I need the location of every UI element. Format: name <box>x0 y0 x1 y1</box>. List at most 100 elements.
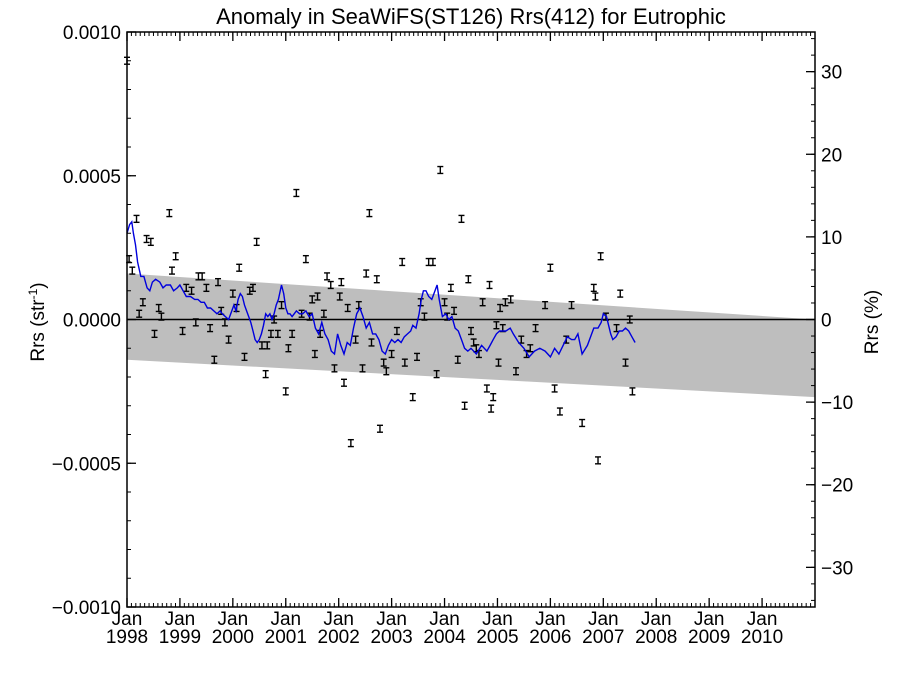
data-point <box>253 237 260 247</box>
data-point <box>414 352 421 362</box>
data-point <box>215 277 222 287</box>
x-tick-label-month: Jan <box>747 609 778 630</box>
x-tick-label-month: Jan <box>112 609 143 630</box>
data-point <box>267 329 274 339</box>
data-point <box>547 263 554 272</box>
data-point <box>401 358 408 367</box>
x-tick-label-month: Jan <box>165 609 196 630</box>
data-point <box>285 344 292 353</box>
data-point <box>188 286 195 295</box>
x-tick-label-month: Jan <box>482 609 513 630</box>
x-tick-label-year: 2009 <box>688 627 730 648</box>
data-point <box>383 367 390 376</box>
data-point <box>155 303 162 313</box>
data-point <box>302 254 309 264</box>
data-point <box>151 329 158 339</box>
data-point <box>352 335 359 344</box>
data-point <box>282 387 289 396</box>
data-point <box>199 272 206 281</box>
data-point <box>461 401 468 410</box>
x-tick-label-year: 2004 <box>423 627 466 648</box>
data-point <box>236 263 243 272</box>
x-tick-label-year: 2005 <box>476 627 518 648</box>
x-tick-label-month: Jan <box>429 609 460 630</box>
data-point <box>597 252 604 261</box>
data-point <box>309 295 316 304</box>
x-tick-label-year: 2000 <box>212 627 254 648</box>
data-point <box>129 266 136 275</box>
y-tick-label: 0.0005 <box>63 167 121 188</box>
data-point <box>225 335 232 344</box>
data-point <box>143 234 150 244</box>
data-point <box>139 298 146 307</box>
data-point <box>241 352 248 362</box>
data-point <box>147 237 154 247</box>
data-point <box>441 298 448 307</box>
data-point <box>172 252 179 261</box>
data-point <box>447 283 454 293</box>
data-point <box>314 292 321 301</box>
data-point <box>458 214 465 224</box>
data-point <box>192 318 199 327</box>
x-tick-label-year: 1998 <box>106 627 148 648</box>
data-point <box>551 384 558 393</box>
data-point <box>320 309 327 318</box>
data-point <box>264 341 271 350</box>
y-tick-label: 0.0000 <box>63 311 121 332</box>
y2-tick-label: −20 <box>821 476 853 497</box>
data-point <box>179 326 186 336</box>
data-point <box>262 369 269 379</box>
data-point <box>229 289 236 298</box>
data-point <box>246 286 253 295</box>
x-tick-label-year: 2006 <box>529 627 571 648</box>
data-point <box>556 407 563 416</box>
data-point <box>468 326 474 336</box>
data-point <box>399 257 406 267</box>
data-point <box>166 208 173 218</box>
data-point <box>493 321 500 330</box>
data-point <box>590 283 597 293</box>
y2-tick-label: 30 <box>821 63 842 84</box>
y2-tick-label: 20 <box>821 145 842 166</box>
data-point <box>532 323 539 333</box>
data-point <box>136 309 143 318</box>
data-point <box>433 369 440 379</box>
data-point <box>207 323 214 333</box>
x-tick-label-month: Jan <box>270 609 301 630</box>
data-point <box>502 298 509 307</box>
y2-tick-label: 0 <box>821 311 832 332</box>
x-tick-label-year: 2002 <box>318 627 360 648</box>
data-point <box>327 280 334 290</box>
data-point <box>347 438 354 448</box>
data-point <box>579 418 586 428</box>
data-point <box>626 315 633 324</box>
data-point <box>289 329 296 339</box>
x-tick-label-month: Jan <box>376 609 407 630</box>
data-point <box>451 306 458 316</box>
data-point <box>542 300 549 310</box>
y-axis-label-left-main: Rrs (str <box>28 299 49 362</box>
data-point <box>425 257 432 267</box>
running-mean-line <box>126 220 636 359</box>
data-point <box>393 326 400 336</box>
data-point <box>158 312 165 321</box>
data-point <box>344 303 351 313</box>
x-tick-label-year: 2001 <box>265 627 307 648</box>
data-point <box>340 378 347 387</box>
data-point <box>595 456 602 465</box>
data-point <box>409 392 416 402</box>
data-point <box>465 275 472 284</box>
y-tick-label: −0.0005 <box>52 454 121 475</box>
data-point <box>592 292 599 301</box>
y-axis-label-left-close: ) <box>28 282 49 288</box>
x-tick-label-year: 2010 <box>741 627 783 648</box>
data-point <box>211 355 218 364</box>
x-tick-label-month: Jan <box>694 609 725 630</box>
data-point <box>373 275 380 284</box>
y-axis-label-left-sup: -1 <box>26 288 40 299</box>
x-tick-label-month: Jan <box>323 609 354 630</box>
x-tick-label-month: Jan <box>535 609 566 630</box>
data-point <box>421 312 428 321</box>
data-point <box>488 404 495 413</box>
